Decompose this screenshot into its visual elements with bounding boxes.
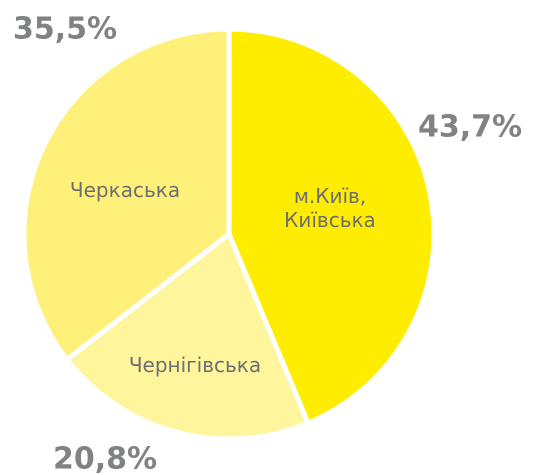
pie-slice (21, 26, 232, 363)
value-label: 20,8% (53, 442, 157, 475)
category-label: Черкаська (69, 178, 181, 202)
value-label: 35,5% (13, 12, 117, 47)
category-label: м.Київ, Київська (284, 184, 376, 232)
value-label: 43,7% (418, 110, 522, 145)
category-label: Чернігівська (128, 353, 262, 377)
pie-slice (226, 26, 437, 426)
pie-slice (64, 231, 311, 442)
